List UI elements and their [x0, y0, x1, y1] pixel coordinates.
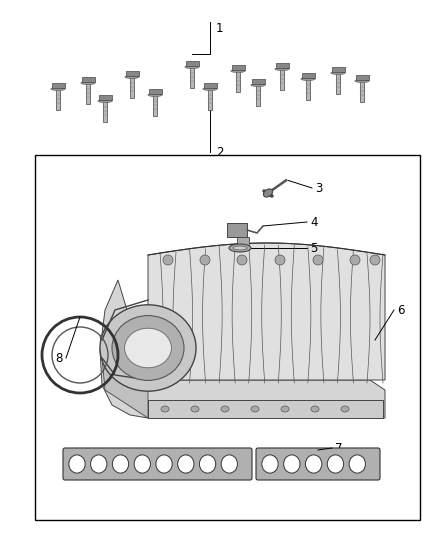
Ellipse shape — [284, 455, 300, 473]
Bar — [236, 70, 240, 92]
Ellipse shape — [124, 328, 171, 368]
Bar — [276, 63, 289, 68]
Ellipse shape — [341, 406, 349, 412]
Ellipse shape — [100, 305, 196, 391]
Ellipse shape — [275, 68, 289, 70]
Bar — [336, 72, 340, 94]
Circle shape — [237, 255, 247, 265]
Polygon shape — [100, 280, 385, 418]
Bar — [153, 94, 157, 116]
Text: 4: 4 — [310, 215, 318, 229]
FancyBboxPatch shape — [256, 448, 380, 480]
Ellipse shape — [98, 100, 112, 102]
Bar — [237, 237, 249, 247]
Bar — [360, 80, 364, 102]
Ellipse shape — [229, 244, 251, 252]
Circle shape — [200, 255, 210, 265]
Ellipse shape — [355, 79, 369, 83]
Bar — [301, 73, 314, 78]
Bar — [208, 88, 212, 110]
Ellipse shape — [185, 66, 199, 69]
Bar — [227, 223, 247, 237]
Ellipse shape — [305, 455, 322, 473]
Text: 5: 5 — [310, 241, 318, 254]
Circle shape — [350, 255, 360, 265]
Text: 8: 8 — [56, 351, 63, 365]
Ellipse shape — [233, 246, 247, 250]
Ellipse shape — [281, 406, 289, 412]
Bar — [306, 78, 310, 100]
Ellipse shape — [231, 69, 245, 72]
Ellipse shape — [112, 316, 184, 381]
Ellipse shape — [221, 406, 229, 412]
Bar — [148, 400, 383, 418]
Bar — [204, 83, 216, 88]
Ellipse shape — [134, 455, 150, 473]
Bar — [251, 79, 265, 84]
Ellipse shape — [251, 406, 259, 412]
Polygon shape — [148, 243, 385, 380]
Bar — [186, 61, 198, 66]
Polygon shape — [100, 335, 148, 418]
Ellipse shape — [311, 406, 319, 412]
Bar — [86, 82, 90, 104]
Text: 7: 7 — [335, 441, 343, 455]
Bar — [256, 84, 260, 106]
Bar — [56, 88, 60, 110]
Bar — [126, 71, 138, 76]
Ellipse shape — [199, 455, 216, 473]
Ellipse shape — [51, 87, 65, 91]
Bar — [148, 89, 162, 94]
Ellipse shape — [331, 71, 345, 75]
Ellipse shape — [263, 189, 272, 197]
Text: 2: 2 — [216, 146, 223, 158]
FancyBboxPatch shape — [63, 448, 252, 480]
Ellipse shape — [301, 77, 315, 80]
Text: 6: 6 — [397, 303, 405, 317]
Ellipse shape — [156, 455, 172, 473]
Ellipse shape — [203, 87, 217, 91]
Ellipse shape — [81, 82, 95, 85]
Ellipse shape — [69, 455, 85, 473]
Text: 1: 1 — [216, 22, 223, 35]
Bar — [35, 155, 420, 520]
Circle shape — [163, 255, 173, 265]
Ellipse shape — [262, 455, 278, 473]
Ellipse shape — [221, 455, 237, 473]
Bar — [130, 76, 134, 98]
Bar — [332, 67, 345, 72]
Circle shape — [370, 255, 380, 265]
Bar — [190, 66, 194, 88]
Ellipse shape — [191, 406, 199, 412]
Bar — [356, 75, 368, 80]
Ellipse shape — [148, 93, 162, 96]
Ellipse shape — [178, 455, 194, 473]
Bar — [103, 100, 107, 122]
Ellipse shape — [161, 406, 169, 412]
Ellipse shape — [251, 84, 265, 86]
Ellipse shape — [349, 455, 365, 473]
Circle shape — [313, 255, 323, 265]
Ellipse shape — [91, 455, 107, 473]
Bar — [280, 68, 284, 90]
Bar — [81, 77, 95, 82]
Ellipse shape — [327, 455, 344, 473]
Bar — [52, 83, 64, 88]
Circle shape — [275, 255, 285, 265]
Text: 3: 3 — [315, 182, 322, 195]
Bar — [99, 95, 112, 100]
Ellipse shape — [112, 455, 129, 473]
Ellipse shape — [125, 76, 139, 78]
Bar — [232, 65, 244, 70]
